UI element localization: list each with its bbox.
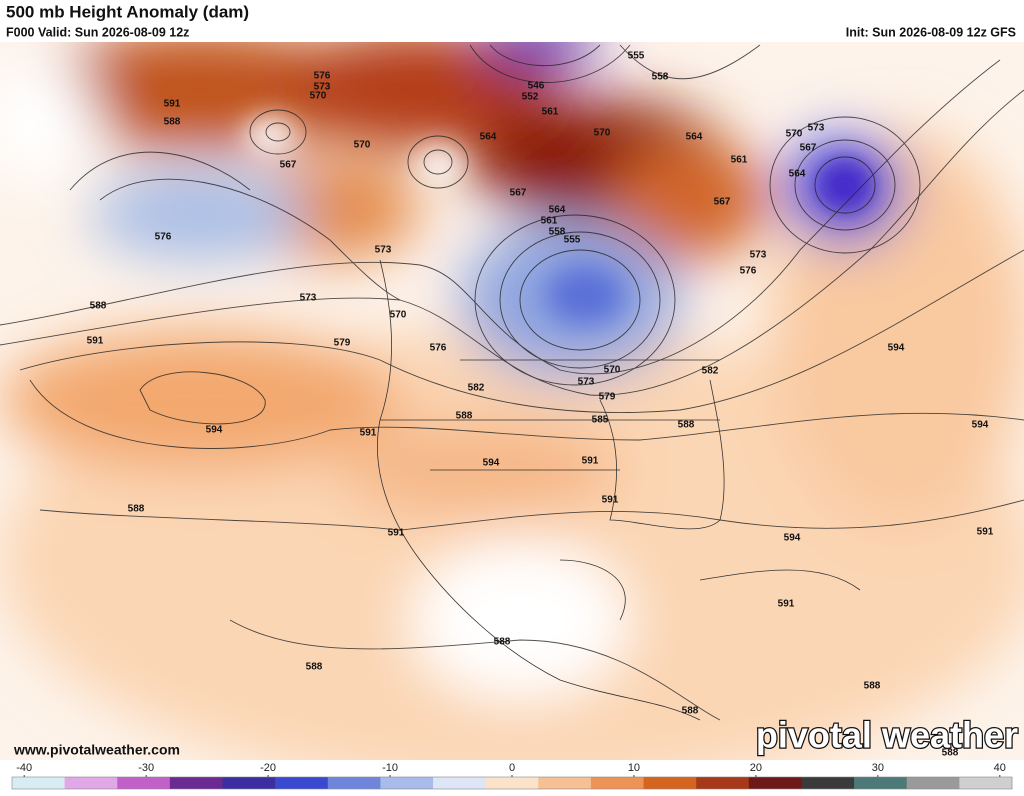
contour-label: 576	[430, 343, 447, 354]
contour-label: 588	[90, 301, 107, 312]
colorbar-swatch	[590, 777, 645, 789]
title: 500 mb Height Anomaly (dam)	[6, 2, 249, 21]
contour-label: 567	[714, 197, 731, 208]
colorbar: -40 -30 -20 -10 0 10 20 30 40	[11, 762, 1013, 790]
colorbar-tick-label: 40	[994, 762, 1006, 774]
contour-label: 576	[155, 232, 172, 243]
contour-label: 573	[578, 377, 595, 388]
colorbar-swatch	[538, 777, 592, 789]
colorbar-swatch	[696, 777, 750, 789]
contour-label: 573	[375, 245, 392, 256]
contour-label: 594	[784, 533, 801, 544]
colorbar-swatch	[485, 777, 539, 789]
colorbar-swatch	[169, 777, 224, 789]
contour-label: 594	[206, 425, 223, 436]
contour-label: 591	[87, 336, 104, 347]
colorbar-swatch	[64, 777, 118, 789]
contour-label: 573	[750, 250, 767, 261]
contour-label: 576	[314, 71, 331, 82]
colorbar-swatch	[801, 777, 855, 789]
contour-label: 591	[778, 599, 795, 610]
contour-label: 588	[864, 681, 881, 692]
contour-label: 591	[582, 456, 599, 467]
contour-label: 567	[510, 188, 527, 199]
colorbar-swatch	[222, 777, 276, 789]
contour-label: 555	[564, 235, 581, 246]
contour-label: 588	[306, 662, 323, 673]
contour-label: 546	[528, 81, 545, 92]
contour-label: 561	[541, 216, 558, 227]
colorbar-swatch	[854, 777, 908, 789]
contour-label: 570	[310, 91, 327, 102]
contour-label: 582	[702, 366, 719, 377]
contour-label: 558	[549, 227, 566, 238]
colorbar-tick-label: -40	[16, 762, 32, 774]
contour-label: 570	[786, 129, 803, 140]
valid-time: F000 Valid: Sun 2026-08-09 12z	[6, 25, 189, 39]
colorbar-tick-label: -20	[260, 762, 276, 774]
contour-label: 576	[740, 266, 757, 277]
colorbar-tick-label: 10	[628, 762, 640, 774]
contour-label: 588	[942, 748, 959, 759]
contour-label: 585	[592, 415, 609, 426]
colorbar-swatch	[906, 777, 960, 789]
logo: pivotal weather	[756, 715, 1018, 756]
colorbar-swatch	[748, 777, 802, 789]
colorbar-swatch	[12, 777, 66, 789]
contour-label: 588	[678, 420, 695, 431]
contour-label: 564	[686, 132, 703, 143]
contour-label: 564	[789, 169, 806, 180]
contour-label: 591	[388, 528, 405, 539]
contour-label: 588	[456, 411, 473, 422]
colorbar-swatch	[433, 777, 487, 789]
contour-label: 591	[164, 99, 181, 110]
colorbar-tick-label: 0	[509, 762, 515, 774]
contour-label: 582	[468, 383, 485, 394]
contour-label: 588	[494, 637, 511, 648]
contour-label: 555	[628, 51, 645, 62]
website: www.pivotalweather.com	[13, 742, 180, 758]
contour-label: 594	[972, 420, 989, 431]
contour-label: 588	[164, 117, 181, 128]
contour-label: 561	[731, 155, 748, 166]
contour-label: 570	[354, 140, 371, 151]
colorbar-swatch	[380, 777, 434, 789]
map-area	[0, 42, 1024, 760]
contour-label: 579	[334, 338, 351, 349]
contour-label: 573	[300, 293, 317, 304]
contour-label: 552	[522, 92, 539, 103]
contour-label: 588	[128, 504, 145, 515]
contour-label: 591	[977, 527, 994, 538]
init-time: Init: Sun 2026-08-09 12z GFS	[846, 25, 1016, 39]
contour-label: 567	[280, 160, 297, 171]
colorbar-swatch	[643, 777, 697, 789]
contour-label: 570	[604, 365, 621, 376]
contour-label: 594	[483, 458, 500, 469]
contour-label: 567	[800, 143, 817, 154]
contour-label: 594	[888, 343, 905, 354]
contour-label: 561	[542, 107, 559, 118]
colorbar-tick-label: -30	[138, 762, 154, 774]
contour-label: 573	[808, 123, 825, 134]
colorbar-swatch	[327, 777, 381, 789]
contour-label: 591	[360, 428, 377, 439]
colorbar-tick-label: 20	[750, 762, 762, 774]
contour-label: 579	[599, 392, 616, 403]
colorbar-swatch	[275, 777, 329, 789]
contour-label: 573	[314, 82, 331, 93]
colorbar-swatch	[959, 777, 1013, 789]
contour-label: 570	[594, 128, 611, 139]
contour-label: 558	[652, 72, 669, 83]
contour-label: 564	[480, 132, 497, 143]
colorbar-swatch	[117, 777, 171, 789]
colorbar-tick-label: -10	[382, 762, 398, 774]
contour-label: 591	[602, 495, 619, 506]
contour-label: 564	[549, 205, 566, 216]
contour-label: 570	[390, 310, 407, 321]
colorbar-tick-label: 30	[872, 762, 884, 774]
contour-label: 588	[682, 706, 699, 717]
